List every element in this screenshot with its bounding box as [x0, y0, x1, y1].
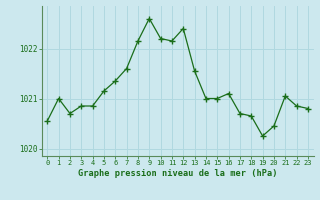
X-axis label: Graphe pression niveau de la mer (hPa): Graphe pression niveau de la mer (hPa) [78, 169, 277, 178]
